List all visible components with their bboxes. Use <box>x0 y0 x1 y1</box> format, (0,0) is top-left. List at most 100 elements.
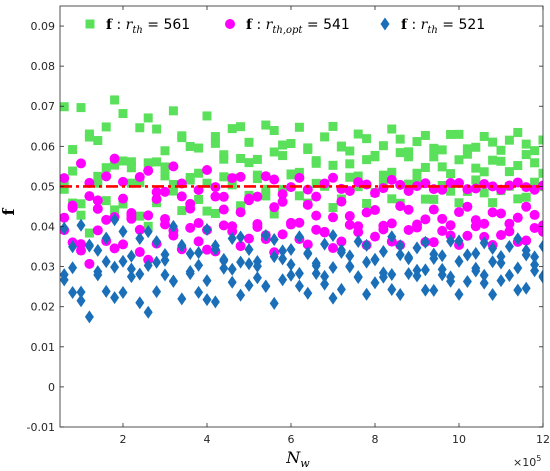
square-marker <box>471 163 481 173</box>
square-marker <box>194 194 204 204</box>
square-marker <box>513 161 523 171</box>
square-marker <box>185 141 195 151</box>
circle-marker <box>353 221 364 232</box>
diamond-marker <box>513 261 523 275</box>
circle-marker <box>67 200 78 211</box>
diamond-marker <box>152 255 162 269</box>
diamond-marker <box>68 286 78 300</box>
diamond-marker <box>336 245 346 259</box>
circle-marker <box>118 176 128 187</box>
circle-marker <box>84 258 95 269</box>
square-marker <box>420 130 430 140</box>
square-marker <box>437 162 447 172</box>
circle-marker <box>294 217 305 228</box>
diamond-marker <box>110 260 120 274</box>
y-tick-label: 0.04 <box>31 221 56 234</box>
square-marker <box>530 177 540 187</box>
diamond-marker <box>462 248 472 262</box>
diamond-marker <box>521 281 531 295</box>
circle-marker <box>370 205 380 216</box>
axes-layer <box>59 5 544 428</box>
circle-marker <box>143 165 154 176</box>
circle-marker <box>101 171 112 182</box>
square-marker <box>126 178 136 188</box>
circle-marker <box>92 225 103 236</box>
diamond-marker <box>488 287 498 301</box>
circle-marker <box>252 222 263 233</box>
diamond-marker <box>454 287 464 301</box>
diamond-marker <box>202 293 212 307</box>
square-marker <box>353 129 363 139</box>
plot-frame <box>59 5 544 428</box>
legend-label: f : rth = 521 <box>401 17 485 36</box>
circle-marker <box>244 193 254 204</box>
diamond-marker <box>101 231 111 245</box>
square-marker <box>446 129 456 139</box>
square-marker <box>496 156 506 166</box>
diamond-marker <box>261 280 271 294</box>
square-marker <box>496 145 506 155</box>
square-marker <box>286 139 296 149</box>
diamond-marker <box>110 291 120 305</box>
square-marker <box>135 178 145 188</box>
diamond-marker <box>345 259 355 273</box>
square-marker <box>294 167 304 177</box>
circle-marker <box>218 204 229 215</box>
square-marker <box>538 168 543 178</box>
circle-marker <box>294 172 305 183</box>
diamond-marker <box>135 267 145 281</box>
circle-marker <box>538 220 543 231</box>
square-marker <box>488 198 498 208</box>
square-marker <box>152 124 162 134</box>
diamond-marker <box>412 269 422 283</box>
diamond-marker <box>236 255 246 269</box>
square-marker <box>269 126 279 136</box>
circle-marker <box>437 225 448 236</box>
square-marker <box>454 198 464 208</box>
circle-marker <box>260 171 271 182</box>
diamond-marker <box>530 258 540 272</box>
circle-marker <box>336 196 347 207</box>
circle-marker <box>134 247 145 258</box>
square-marker <box>118 156 128 166</box>
diamond-marker <box>68 240 78 254</box>
square-marker <box>68 166 78 176</box>
diamond-marker <box>194 246 204 260</box>
square-marker <box>118 109 128 119</box>
diamond-marker <box>320 237 330 251</box>
square-marker <box>60 184 69 194</box>
diamond-marker <box>395 248 405 262</box>
square-marker <box>101 196 111 206</box>
circle-marker <box>487 207 498 218</box>
square-marker <box>236 154 246 164</box>
square-marker <box>336 142 346 152</box>
diamond-marker <box>202 274 212 288</box>
square-marker <box>429 194 439 204</box>
square-marker <box>345 172 355 182</box>
square-marker <box>185 172 195 182</box>
diamond-marker <box>269 233 279 247</box>
x-tick-label: 4 <box>204 433 211 446</box>
diamond-marker <box>244 257 254 271</box>
diamond-marker <box>126 262 136 276</box>
square-marker <box>471 175 481 185</box>
circle-marker <box>504 226 515 237</box>
diamond-marker <box>471 246 481 260</box>
diamond-marker <box>236 230 246 244</box>
diamond-marker <box>278 244 288 258</box>
square-marker <box>210 132 220 142</box>
diamond-marker <box>395 239 405 253</box>
circle-marker <box>118 239 128 250</box>
y-tick-label: 0.05 <box>31 180 56 193</box>
square-marker <box>294 122 304 132</box>
square-marker <box>362 155 372 165</box>
circle-marker <box>395 201 406 212</box>
diamond-marker <box>311 256 321 270</box>
diamond-marker <box>219 261 229 275</box>
diamond-marker <box>135 232 145 246</box>
square-marker <box>84 228 94 238</box>
square-marker <box>420 162 430 172</box>
square-marker <box>488 155 498 165</box>
square-marker <box>101 163 111 173</box>
square-marker <box>320 132 330 142</box>
